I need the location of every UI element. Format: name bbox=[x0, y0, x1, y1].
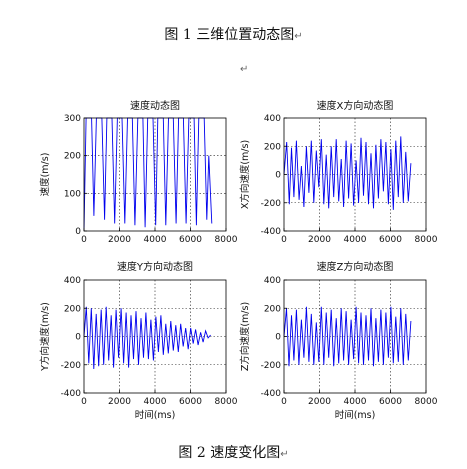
y-tick-label: 200 bbox=[64, 152, 81, 162]
y-axis-label: X方向速度(m/s) bbox=[239, 140, 251, 209]
x-axis-label: 时间(ms) bbox=[135, 409, 176, 421]
y-axis-label: 速度(m/s) bbox=[39, 153, 51, 197]
y-tick-label: 200 bbox=[64, 304, 81, 314]
y-tick-label: -200 bbox=[261, 199, 282, 209]
figure-2-caption-text: 图 2 速度变化图 bbox=[178, 445, 281, 461]
y-axis-label: Y方向速度(m/s) bbox=[39, 302, 51, 372]
series-line-1 bbox=[283, 136, 412, 210]
y-tick-label: 0 bbox=[275, 171, 281, 181]
chart-title: 速度动态图 bbox=[130, 99, 180, 112]
y-axis-label: Z方向速度(m/s) bbox=[239, 302, 251, 371]
y-tick-label: 400 bbox=[264, 114, 281, 124]
y-tick-label: -400 bbox=[261, 227, 282, 237]
figure-2-caption: 图 2 速度变化图↵ bbox=[0, 442, 467, 462]
y-tick-label: -400 bbox=[261, 389, 282, 399]
y-tick-label: 200 bbox=[264, 142, 281, 152]
y-tick-label: 400 bbox=[264, 276, 281, 286]
paragraph-mark-icon-2: ↵ bbox=[280, 449, 289, 460]
y-tick-label: -400 bbox=[61, 389, 82, 399]
chart-2: 0 2000 4000 6000 8000 -400 -200 0 200 400 速度X方向动态图… bbox=[239, 99, 438, 245]
x-tick-label: 0 bbox=[81, 397, 87, 407]
x-tick-label: 0 bbox=[281, 235, 287, 245]
chart-title: 速度Y方向动态图 bbox=[117, 260, 193, 273]
x-tick-label: 4000 bbox=[144, 235, 167, 245]
chart-title: 速度X方向动态图 bbox=[317, 99, 394, 112]
x-tick-label: 2000 bbox=[108, 397, 131, 407]
x-tick-label: 0 bbox=[281, 397, 287, 407]
x-tick-label: 4000 bbox=[344, 397, 367, 407]
chart-title: 速度Z方向动态图 bbox=[317, 260, 394, 273]
y-tick-label: 100 bbox=[64, 189, 81, 199]
y-tick-label: 400 bbox=[64, 276, 81, 286]
x-axis-label: 时间(ms) bbox=[335, 409, 376, 421]
y-tick-label: 0 bbox=[75, 227, 81, 237]
y-tick-label: -200 bbox=[61, 361, 82, 371]
y-tick-label: 0 bbox=[275, 333, 281, 343]
x-tick-label: 6000 bbox=[379, 235, 402, 245]
series-line-1 bbox=[283, 306, 412, 367]
x-tick-label: 6000 bbox=[379, 397, 402, 407]
x-tick-label: 8000 bbox=[215, 235, 238, 245]
y-tick-label: 300 bbox=[64, 114, 81, 124]
paragraph-mark-icon: ↵ bbox=[294, 31, 303, 42]
series-line-1 bbox=[83, 306, 211, 370]
x-tick-label: 4000 bbox=[344, 235, 367, 245]
series-line-1 bbox=[83, 117, 213, 232]
x-tick-label: 6000 bbox=[179, 235, 202, 245]
y-tick-label: 0 bbox=[75, 333, 81, 343]
figure-1-caption-text: 图 1 三维位置动态图 bbox=[164, 27, 295, 43]
x-tick-label: 4000 bbox=[144, 397, 167, 407]
x-tick-label: 8000 bbox=[415, 397, 438, 407]
x-tick-label: 8000 bbox=[415, 235, 438, 245]
x-tick-label: 0 bbox=[81, 235, 87, 245]
chart-3: 0 2000 4000 6000 8000 -400 -200 0 200 400 速度Y方向动态图… bbox=[39, 260, 238, 421]
chart-4: 0 2000 4000 6000 8000 -400 -200 0 200 400 速度Z方向动态图… bbox=[239, 260, 438, 421]
x-tick-label: 2000 bbox=[108, 235, 131, 245]
x-tick-label: 2000 bbox=[308, 397, 331, 407]
x-tick-label: 8000 bbox=[215, 397, 238, 407]
figure-1-caption: 图 1 三维位置动态图↵ bbox=[0, 24, 467, 44]
x-tick-label: 2000 bbox=[308, 235, 331, 245]
y-tick-label: -200 bbox=[261, 361, 282, 371]
y-tick-label: 200 bbox=[264, 304, 281, 314]
x-tick-label: 6000 bbox=[179, 397, 202, 407]
line-break-mark-icon: ↵ bbox=[240, 64, 249, 75]
